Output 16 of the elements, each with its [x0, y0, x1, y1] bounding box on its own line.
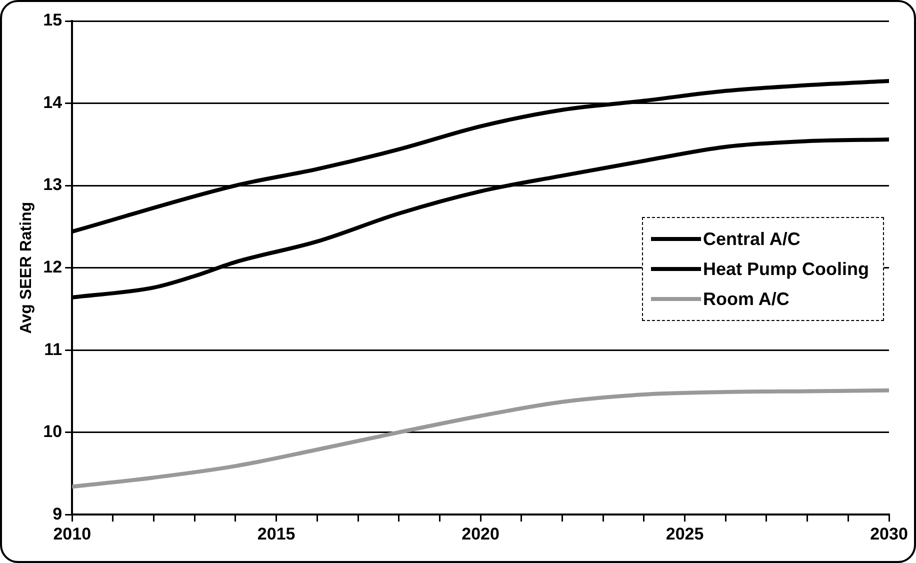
y-tick-label: 14 [43, 92, 63, 112]
y-tick-label: 11 [44, 340, 62, 359]
y-tick-label: 15 [43, 10, 62, 30]
y-tick-label: 13 [43, 175, 62, 194]
x-tick-label: 2025 [666, 524, 704, 544]
x-tick-label: 2030 [870, 524, 908, 544]
x-tick-label: 2020 [462, 524, 500, 544]
y-tick-label: 12 [43, 257, 62, 276]
legend-label: Heat Pump Cooling [703, 258, 869, 280]
legend-label: Central A/C [703, 228, 800, 250]
y-tick-label: 9 [52, 504, 62, 524]
x-tick-label: 2015 [257, 524, 296, 544]
legend-label: Room A/C [703, 288, 790, 310]
y-tick-label: 10 [43, 422, 62, 442]
x-tick-label: 2010 [53, 524, 92, 544]
y-axis-title: Avg SEER Rating [18, 202, 36, 334]
